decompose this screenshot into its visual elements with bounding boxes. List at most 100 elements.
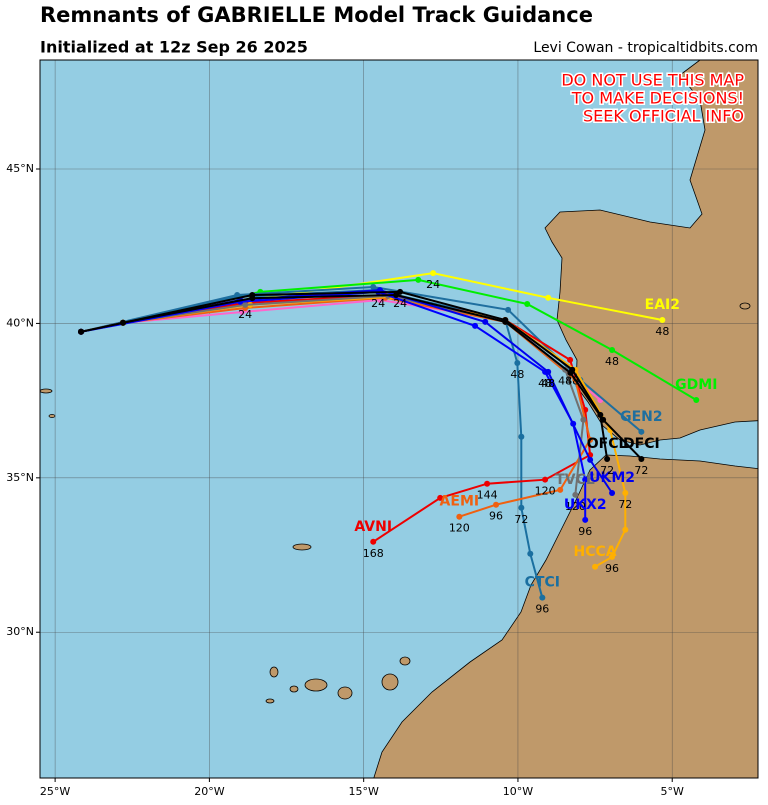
island xyxy=(739,302,751,310)
y-tick-label: 35°N xyxy=(6,471,34,484)
x-tick-label: 25°W xyxy=(40,785,70,798)
forecast-hour: 72 xyxy=(600,464,614,477)
model-name: HCCA xyxy=(574,544,617,560)
track-point xyxy=(693,397,700,404)
island xyxy=(289,685,299,693)
warning-line: DO NOT USE THIS MAP xyxy=(561,71,744,90)
credit: Levi Cowan - tropicaltidbits.com xyxy=(533,40,758,56)
island xyxy=(265,698,275,704)
track-point xyxy=(582,476,589,483)
model-name: OFCL xyxy=(587,436,628,452)
track-labels: 24 48 EAI2 48 GDMI GEN2 48 72 96 CTCI 24 120 144 168 A… xyxy=(238,278,717,616)
forecast-hour: 72 xyxy=(634,464,648,477)
island xyxy=(48,414,56,418)
track-point xyxy=(493,501,500,508)
track-point xyxy=(430,270,437,277)
track-point xyxy=(567,369,574,376)
track-point xyxy=(514,359,521,366)
track-point xyxy=(524,300,531,307)
x-tick-label: 10°W xyxy=(503,785,533,798)
track-point xyxy=(638,455,645,462)
model-name: EAI2 xyxy=(645,297,680,313)
iberia-land xyxy=(544,60,758,446)
forecast-hour: 48 xyxy=(605,355,619,368)
forecast-hour: 48 xyxy=(538,377,552,390)
track-point xyxy=(527,550,534,557)
forecast-hour: 24 xyxy=(393,297,407,310)
track-point xyxy=(622,526,629,533)
africa-land xyxy=(373,454,758,778)
forecast-hour: 24 xyxy=(426,278,440,291)
forecast-hour: 48 xyxy=(510,368,524,381)
track-line xyxy=(80,285,643,433)
forecast-hour: 120 xyxy=(565,500,586,513)
x-tick-label: 15°W xyxy=(348,785,378,798)
model-name: GEN2 xyxy=(620,409,663,425)
track-point xyxy=(582,516,589,523)
island xyxy=(337,686,353,700)
track-point xyxy=(505,306,512,313)
track-line xyxy=(80,293,643,460)
track-point xyxy=(545,368,552,375)
forecast-hour: 48 xyxy=(565,375,579,388)
y-tick-label: 45°N xyxy=(6,162,34,175)
y-tick-label: 40°N xyxy=(6,316,34,329)
map-frame xyxy=(39,59,759,779)
track-point xyxy=(518,504,525,511)
warning-line: SEEK OFFICIAL INFO xyxy=(583,107,744,126)
track-point xyxy=(600,416,607,423)
track-line xyxy=(80,296,592,518)
x-tick-label: 5°W xyxy=(661,785,684,798)
track-point xyxy=(456,513,463,520)
track-line xyxy=(80,290,587,520)
forecast-hour: 120 xyxy=(535,485,556,498)
model-name: UKX2 xyxy=(564,497,607,513)
track-point xyxy=(609,553,616,560)
model-name: DFCI xyxy=(623,436,660,452)
x-tick-label: 20°W xyxy=(194,785,224,798)
track-point xyxy=(78,328,85,335)
model-name: AVNI xyxy=(354,519,392,535)
track-point xyxy=(609,346,616,353)
forecast-hour: 72 xyxy=(514,513,528,526)
island xyxy=(399,656,411,666)
track-point xyxy=(587,456,594,463)
track-point xyxy=(370,538,377,545)
grid xyxy=(40,60,758,778)
forecast-hour: 96 xyxy=(535,603,549,616)
track-point xyxy=(545,294,552,301)
track-point xyxy=(604,455,611,462)
forecast-hour: 48 xyxy=(541,377,555,390)
title: Remnants of GABRIELLE Model Track Guidan… xyxy=(40,3,593,27)
track-point xyxy=(415,276,422,283)
forecast-hour: 24 xyxy=(238,308,252,321)
forecast-hour: 144 xyxy=(477,489,498,502)
forecast-hour: 48 xyxy=(655,325,669,338)
track-point xyxy=(249,295,256,302)
track-point xyxy=(484,480,491,487)
track-point xyxy=(557,486,564,493)
track-point xyxy=(393,292,400,299)
track-point xyxy=(567,356,574,363)
track-point xyxy=(609,489,616,496)
track-point xyxy=(542,476,549,483)
track-point xyxy=(580,416,587,423)
tracks xyxy=(78,270,700,601)
model-name: TVCE xyxy=(555,472,595,488)
track-point xyxy=(539,594,546,601)
island xyxy=(381,673,399,691)
forecast-hour: 120 xyxy=(449,522,470,535)
island xyxy=(269,666,279,678)
forecast-hour: 96 xyxy=(578,525,592,538)
track-point xyxy=(659,317,666,324)
model-name: UKM2 xyxy=(589,470,635,486)
forecast-hour: 96 xyxy=(489,510,503,523)
island xyxy=(304,678,328,692)
model-name: CTCI xyxy=(525,575,560,591)
island xyxy=(40,388,53,394)
model-name: AEMI xyxy=(440,494,480,510)
track-point xyxy=(587,436,594,443)
track-point xyxy=(472,322,479,329)
island xyxy=(292,543,312,551)
